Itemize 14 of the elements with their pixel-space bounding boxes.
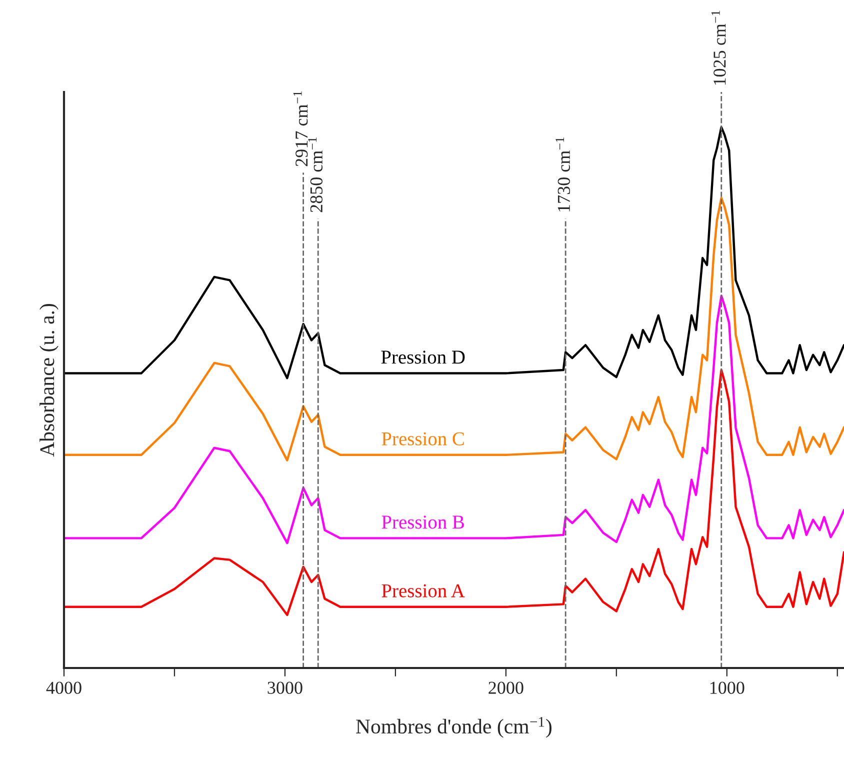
ref-line-label: 2917 cm$^{−1}$ [293,91,308,166]
ref-line-label: 1730 cm$^{−1}$ [556,137,570,212]
x-axis-title: Nombres d'onde (cm$^{−1}$) [356,717,552,738]
series-label: Pression C [382,432,464,446]
x-tick-label: 4000 [46,682,82,694]
x-tick-label: 1000 [710,682,744,694]
x-tick-label: 2000 [488,682,524,694]
ref-line-label: 1025 cm$^{−1}$ [711,10,726,85]
series-label: Pression B [382,516,464,529]
ref-line-label: 2850 cm$^{−1}$ [308,137,323,212]
y-axis-title: Absorbance (u. a.) [40,304,58,457]
x-tick-label: 3000 [268,682,302,694]
series-label: Pression A [382,584,465,598]
series-label: Pression D [381,350,465,364]
